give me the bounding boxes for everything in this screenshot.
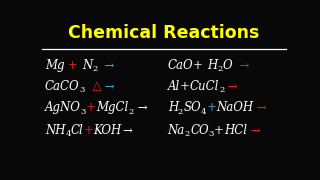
Text: 4: 4 [201, 108, 206, 116]
Text: +: + [193, 59, 207, 72]
Text: CuCl: CuCl [190, 80, 219, 93]
Text: →: → [97, 59, 115, 72]
Text: H: H [207, 59, 217, 72]
Text: +: + [64, 59, 82, 72]
Text: MgCl: MgCl [96, 101, 128, 114]
Text: 3: 3 [209, 130, 214, 138]
Text: CaCO: CaCO [45, 80, 80, 93]
Text: AgNO: AgNO [45, 101, 81, 114]
Text: 3: 3 [81, 108, 86, 116]
Text: →: → [101, 80, 115, 93]
Text: 3: 3 [80, 86, 85, 94]
Text: SO: SO [183, 101, 201, 114]
Text: CaO: CaO [168, 59, 193, 72]
Text: →: → [133, 101, 147, 114]
Text: +: + [84, 124, 93, 137]
Text: →: → [122, 124, 132, 137]
Text: →: → [247, 124, 261, 137]
Text: N: N [82, 59, 92, 72]
Text: →: → [224, 80, 238, 93]
Text: KOH: KOH [93, 124, 122, 137]
Text: 2: 2 [185, 130, 190, 138]
Text: 4: 4 [66, 130, 71, 138]
Text: Chemical Reactions: Chemical Reactions [68, 24, 260, 42]
Text: HCl: HCl [224, 124, 247, 137]
Text: →: → [253, 101, 267, 114]
Text: NH: NH [45, 124, 66, 137]
Text: 2: 2 [217, 65, 222, 73]
Text: +: + [86, 101, 96, 114]
Text: △: △ [85, 80, 101, 93]
Text: Cl: Cl [71, 124, 84, 137]
Text: +: + [214, 124, 224, 137]
Text: 2: 2 [92, 65, 97, 73]
Text: 2: 2 [178, 108, 183, 116]
Text: Al: Al [168, 80, 180, 93]
Text: Na: Na [168, 124, 185, 137]
Text: Mg: Mg [45, 59, 64, 72]
Text: →: → [232, 59, 250, 72]
Text: 2: 2 [219, 86, 224, 94]
Text: 2: 2 [128, 108, 133, 116]
Text: CO: CO [190, 124, 209, 137]
Text: NaOH: NaOH [216, 101, 253, 114]
Text: +: + [206, 101, 216, 114]
Text: +: + [180, 80, 190, 93]
Text: H: H [168, 101, 178, 114]
Text: O: O [222, 59, 232, 72]
